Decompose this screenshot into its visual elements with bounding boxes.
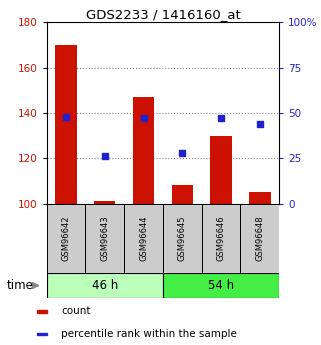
Text: 46 h: 46 h: [91, 279, 118, 292]
Bar: [55, 45, 77, 204]
Bar: [133, 97, 154, 204]
Point: [257, 121, 263, 127]
Title: GDS2233 / 1416160_at: GDS2233 / 1416160_at: [85, 8, 240, 21]
Text: GSM96645: GSM96645: [178, 215, 187, 261]
Bar: [163, 204, 202, 273]
Bar: [47, 204, 85, 273]
Bar: [124, 204, 163, 273]
Point: [102, 154, 107, 159]
Point: [141, 116, 146, 121]
Bar: [240, 204, 279, 273]
Bar: [163, 273, 279, 298]
Text: GSM96648: GSM96648: [256, 215, 265, 261]
Point: [219, 116, 224, 121]
Bar: [249, 192, 271, 204]
Bar: [37, 333, 47, 335]
Point: [63, 114, 68, 119]
Text: GSM96643: GSM96643: [100, 215, 109, 261]
Bar: [211, 136, 232, 204]
Point: [180, 150, 185, 156]
Text: 54 h: 54 h: [208, 279, 234, 292]
Text: time: time: [6, 279, 33, 292]
Text: percentile rank within the sample: percentile rank within the sample: [61, 329, 237, 339]
Bar: [172, 185, 193, 204]
Bar: [202, 204, 240, 273]
Text: GSM96644: GSM96644: [139, 215, 148, 261]
Bar: [47, 273, 163, 298]
Bar: [85, 204, 124, 273]
Text: GSM96642: GSM96642: [61, 215, 70, 261]
Text: GSM96646: GSM96646: [217, 215, 226, 261]
Bar: [94, 201, 115, 204]
Bar: [37, 310, 47, 313]
Text: count: count: [61, 306, 91, 316]
